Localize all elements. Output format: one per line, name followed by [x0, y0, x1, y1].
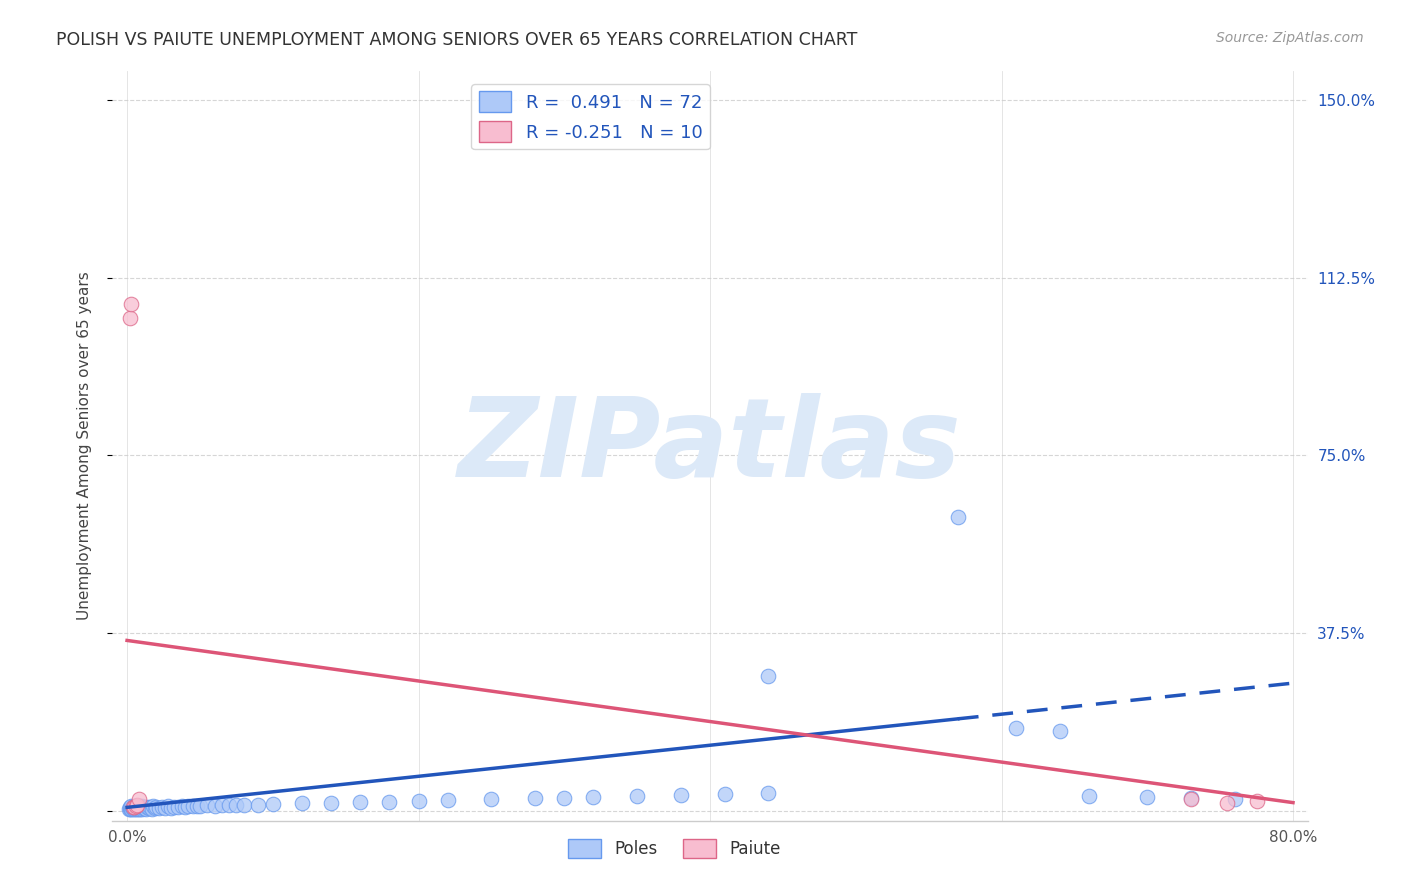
- Point: [232, 798, 254, 813]
- Point: [127, 798, 149, 813]
- Point: [186, 799, 208, 814]
- Point: [247, 797, 270, 812]
- Point: [181, 799, 204, 814]
- Point: [378, 795, 401, 809]
- Point: [1223, 792, 1246, 806]
- Point: [262, 797, 284, 811]
- Point: [122, 800, 145, 814]
- Point: [143, 801, 166, 815]
- Point: [135, 802, 157, 816]
- Point: [225, 797, 247, 812]
- Point: [291, 796, 314, 810]
- Point: [150, 800, 173, 814]
- Point: [553, 790, 575, 805]
- Point: [139, 800, 162, 814]
- Point: [713, 787, 735, 801]
- Point: [211, 798, 233, 813]
- Legend: Poles, Paiute: Poles, Paiute: [561, 832, 787, 864]
- Point: [669, 788, 692, 802]
- Point: [1136, 789, 1159, 804]
- Point: [129, 800, 152, 814]
- Point: [159, 801, 181, 815]
- Point: [156, 799, 179, 814]
- Point: [118, 802, 141, 816]
- Point: [167, 800, 190, 814]
- Point: [127, 800, 149, 814]
- Point: [125, 800, 148, 814]
- Point: [204, 799, 226, 814]
- Point: [946, 510, 969, 524]
- Point: [148, 801, 170, 815]
- Text: POLISH VS PAIUTE UNEMPLOYMENT AMONG SENIORS OVER 65 YEARS CORRELATION CHART: POLISH VS PAIUTE UNEMPLOYMENT AMONG SENI…: [56, 31, 858, 49]
- Point: [122, 802, 145, 816]
- Point: [138, 801, 160, 815]
- Point: [1005, 721, 1028, 735]
- Point: [132, 801, 155, 815]
- Point: [1180, 792, 1202, 806]
- Point: [129, 802, 152, 816]
- Point: [408, 794, 430, 808]
- Point: [131, 802, 153, 816]
- Point: [145, 800, 167, 814]
- Point: [124, 800, 146, 814]
- Point: [1049, 723, 1071, 738]
- Point: [142, 799, 165, 814]
- Point: [582, 789, 605, 804]
- Point: [117, 802, 139, 816]
- Point: [756, 669, 779, 683]
- Text: Source: ZipAtlas.com: Source: ZipAtlas.com: [1216, 31, 1364, 45]
- Point: [124, 799, 146, 814]
- Point: [125, 799, 148, 814]
- Point: [1246, 794, 1268, 808]
- Point: [141, 802, 163, 816]
- Point: [436, 793, 458, 807]
- Point: [188, 799, 211, 814]
- Point: [127, 802, 149, 816]
- Point: [128, 792, 150, 806]
- Point: [218, 798, 240, 813]
- Point: [163, 800, 186, 814]
- Point: [120, 297, 142, 311]
- Point: [319, 796, 342, 810]
- Point: [1180, 790, 1202, 805]
- Point: [349, 795, 371, 809]
- Point: [174, 800, 197, 814]
- Point: [131, 799, 153, 814]
- Point: [125, 802, 148, 816]
- Point: [153, 801, 176, 815]
- Point: [118, 800, 141, 814]
- Point: [626, 789, 648, 803]
- Point: [524, 791, 547, 805]
- Point: [134, 801, 156, 815]
- Text: ZIPatlas: ZIPatlas: [458, 392, 962, 500]
- Point: [118, 310, 141, 325]
- Y-axis label: Unemployment Among Seniors over 65 years: Unemployment Among Seniors over 65 years: [77, 272, 91, 620]
- Point: [756, 786, 779, 800]
- Point: [177, 799, 200, 814]
- Point: [120, 799, 142, 814]
- Point: [124, 802, 146, 816]
- Point: [481, 792, 503, 806]
- Point: [1216, 796, 1239, 810]
- Point: [195, 798, 218, 813]
- Point: [122, 800, 145, 814]
- Point: [120, 802, 142, 816]
- Point: [128, 802, 150, 816]
- Point: [172, 799, 194, 814]
- Point: [1078, 789, 1101, 803]
- Point: [136, 800, 159, 814]
- Point: [128, 799, 150, 814]
